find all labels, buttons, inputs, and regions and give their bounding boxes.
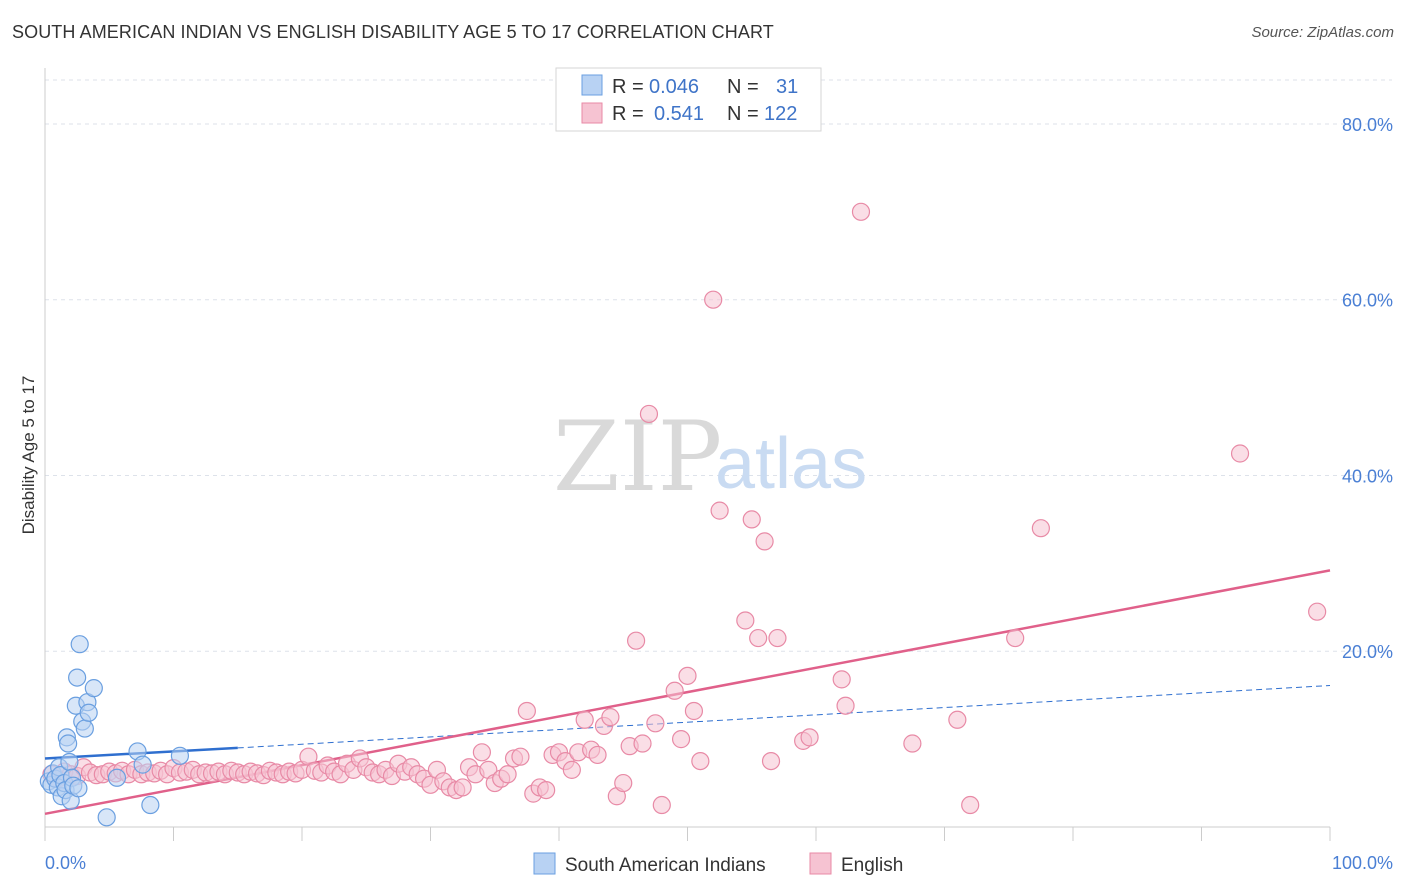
point-english (961, 795, 980, 815)
point-english (588, 745, 607, 765)
point-english (537, 780, 556, 800)
point-english (832, 670, 851, 689)
x-tick-labels: 0.0% 100.0% (45, 853, 1393, 873)
point-english (639, 404, 659, 424)
axes (44, 68, 1331, 841)
point-english (691, 751, 710, 771)
watermark: ZIP atlas (553, 401, 867, 513)
point-south-american-indians (70, 635, 89, 654)
point-english (472, 743, 491, 762)
source-label: Source: ZipAtlas.com (1251, 24, 1394, 41)
legend-swatch-blue (581, 74, 603, 96)
data-points (39, 202, 1327, 827)
point-english (633, 734, 652, 753)
y-tick-label: 40.0% (1342, 466, 1393, 486)
series-swatch-english (809, 852, 832, 875)
trendline-south-american-indians-extension (237, 685, 1331, 749)
x-tick-label: 100.0% (1332, 853, 1393, 873)
point-english (498, 765, 517, 784)
point-english (903, 734, 922, 753)
point-english (1308, 602, 1327, 621)
correlation-legend: R = 0.046 N = 31 R = 0.541 N = 122 (555, 67, 822, 132)
chart-title: SOUTH AMERICAN INDIAN VS ENGLISH DISABIL… (12, 22, 774, 42)
point-english (742, 510, 761, 529)
point-south-american-indians (60, 752, 79, 772)
series-label-south-american-indians: South American Indians (565, 855, 766, 876)
point-english (562, 760, 581, 779)
point-english (614, 773, 633, 793)
point-english (652, 795, 671, 815)
point-english (684, 701, 704, 721)
point-english (646, 714, 665, 733)
legend-r-label-1: R = (612, 76, 644, 98)
watermark-zip: ZIP (553, 401, 722, 513)
point-english (755, 532, 774, 551)
point-south-american-indians (59, 734, 78, 753)
point-south-american-indians (68, 668, 87, 687)
point-south-american-indians (107, 768, 127, 787)
point-english (761, 751, 781, 771)
point-english (710, 501, 729, 520)
legend-n-label-1: N = (727, 76, 759, 98)
y-tick-labels: 20.0% 40.0% 60.0% 80.0% (1342, 115, 1393, 662)
point-english (601, 708, 620, 727)
point-south-american-indians (79, 703, 98, 722)
point-south-american-indians (141, 795, 160, 815)
point-south-american-indians (133, 755, 152, 774)
point-english (453, 778, 472, 797)
legend-n-value-1: 31 (776, 76, 798, 98)
y-tick-label: 60.0% (1342, 291, 1393, 311)
point-english (517, 701, 536, 721)
point-english (768, 628, 787, 648)
point-english (1006, 628, 1025, 648)
legend-r-value-1: 0.046 (649, 76, 699, 98)
point-english (749, 628, 768, 648)
point-english (800, 728, 819, 747)
legend-n-value-2: 122 (764, 103, 797, 125)
point-english (736, 611, 755, 630)
series-label-english: English (841, 855, 903, 876)
point-south-american-indians (97, 808, 116, 827)
point-english (626, 631, 646, 650)
point-english (671, 730, 691, 749)
point-english (1031, 519, 1050, 538)
legend-swatch-pink (581, 102, 603, 124)
point-english (836, 696, 855, 715)
point-south-american-indians (69, 779, 88, 798)
point-english (948, 710, 967, 729)
legend-r-label-2: R = (612, 103, 644, 125)
point-south-american-indians (84, 679, 103, 698)
legend-r-value-2: 0.541 (654, 103, 704, 125)
y-tick-label: 80.0% (1342, 115, 1393, 135)
y-axis-title: Disability Age 5 to 17 (19, 376, 38, 535)
series-legend: South American Indians English (533, 852, 903, 876)
point-south-american-indians (170, 746, 190, 765)
point-south-american-indians (75, 719, 94, 738)
point-english (1230, 444, 1250, 463)
legend-n-label-2: N = (727, 103, 759, 125)
point-english (704, 290, 723, 309)
series-swatch-south-american-indians (533, 852, 556, 875)
x-tick-label: 0.0% (45, 853, 86, 873)
point-english (851, 202, 871, 221)
point-english (678, 666, 697, 685)
point-english (665, 681, 684, 700)
point-english (575, 710, 594, 729)
watermark-atlas: atlas (715, 424, 867, 504)
point-english (511, 747, 530, 766)
gridlines (45, 79, 1392, 652)
y-tick-label: 20.0% (1342, 642, 1393, 662)
